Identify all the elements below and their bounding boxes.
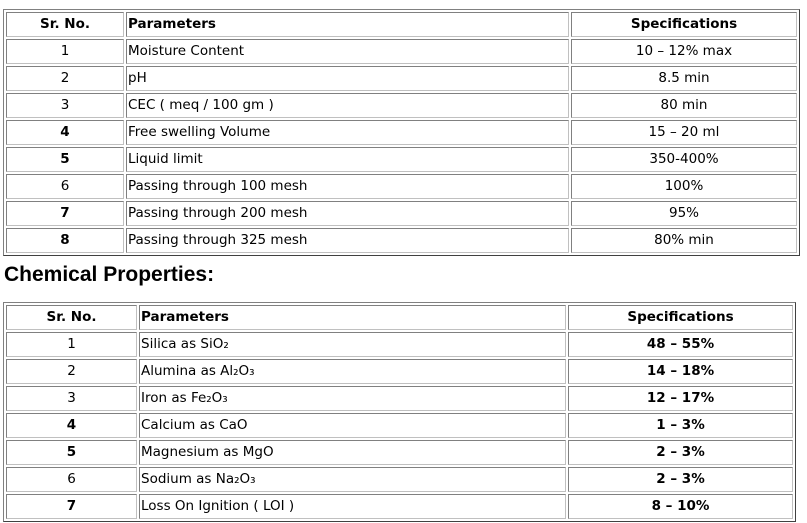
row-specification: 8.5 min: [571, 66, 797, 91]
row-specification: 80% min: [571, 228, 797, 253]
row-number: 1: [6, 332, 137, 357]
row-number: 2: [6, 66, 124, 91]
row-number: 3: [6, 386, 137, 411]
table-row: 3 CEC ( meq / 100 gm ) 80 min: [6, 93, 797, 118]
row-number: 6: [6, 467, 137, 492]
row-parameter: Magnesium as MgO: [139, 440, 566, 465]
row-parameter: Passing through 325 mesh: [126, 228, 569, 253]
table-row: 3 Iron as Fe₂O₃ 12 – 17%: [6, 386, 793, 411]
table-header-row: Sr. No. Parameters Specifications: [6, 305, 793, 330]
header-specifications: Specifications: [571, 12, 797, 37]
row-number: 7: [6, 494, 137, 519]
table-row: 7 Passing through 200 mesh 95%: [6, 201, 797, 226]
table-row: 4 Calcium as CaO 1 – 3%: [6, 413, 793, 438]
row-specification: 14 – 18%: [568, 359, 793, 384]
row-number: 2: [6, 359, 137, 384]
row-parameter: Free swelling Volume: [126, 120, 569, 145]
header-specifications: Specifications: [568, 305, 793, 330]
row-specification: 15 – 20 ml: [571, 120, 797, 145]
row-specification: 2 – 3%: [568, 467, 793, 492]
row-number: 8: [6, 228, 124, 253]
row-specification: 8 – 10%: [568, 494, 793, 519]
row-number: 5: [6, 440, 137, 465]
row-specification: 100%: [571, 174, 797, 199]
row-parameter: Passing through 200 mesh: [126, 201, 569, 226]
table-row: 7 Loss On Ignition ( LOI ) 8 – 10%: [6, 494, 793, 519]
row-number: 5: [6, 147, 124, 172]
row-specification: 2 – 3%: [568, 440, 793, 465]
row-parameter: CEC ( meq / 100 gm ): [126, 93, 569, 118]
header-sr-no: Sr. No.: [6, 12, 124, 37]
row-specification: 95%: [571, 201, 797, 226]
row-number: 7: [6, 201, 124, 226]
row-number: 4: [6, 413, 137, 438]
table-row: 4 Free swelling Volume 15 – 20 ml: [6, 120, 797, 145]
chemical-properties-table: Sr. No. Parameters Specifications 1 Silic…: [3, 302, 796, 522]
row-specification: 1 – 3%: [568, 413, 793, 438]
row-number: 6: [6, 174, 124, 199]
chemical-properties-heading: Chemical Properties:: [4, 263, 215, 286]
row-parameter: Moisture Content: [126, 39, 569, 64]
table-header-row: Sr. No. Parameters Specifications: [6, 12, 797, 37]
row-parameter: Silica as SiO₂: [139, 332, 566, 357]
row-number: 1: [6, 39, 124, 64]
row-parameter: Liquid limit: [126, 147, 569, 172]
row-parameter: Iron as Fe₂O₃: [139, 386, 566, 411]
header-parameters: Parameters: [126, 12, 569, 37]
table-row: 6 Passing through 100 mesh 100%: [6, 174, 797, 199]
table-row: 2 pH 8.5 min: [6, 66, 797, 91]
header-sr-no: Sr. No.: [6, 305, 137, 330]
row-parameter: pH: [126, 66, 569, 91]
row-specification: 350-400%: [571, 147, 797, 172]
row-specification: 12 – 17%: [568, 386, 793, 411]
row-parameter: Alumina as Al₂O₃: [139, 359, 566, 384]
table-row: 6 Sodium as Na₂O₃ 2 – 3%: [6, 467, 793, 492]
table-row: 5 Liquid limit 350-400%: [6, 147, 797, 172]
row-parameter: Calcium as CaO: [139, 413, 566, 438]
header-parameters: Parameters: [139, 305, 566, 330]
table-row: 1 Silica as SiO₂ 48 – 55%: [6, 332, 793, 357]
physical-properties-table: Sr. No. Parameters Specifications 1 Moist…: [3, 9, 800, 256]
row-parameter: Sodium as Na₂O₃: [139, 467, 566, 492]
table-row: 2 Alumina as Al₂O₃ 14 – 18%: [6, 359, 793, 384]
row-specification: 80 min: [571, 93, 797, 118]
row-number: 4: [6, 120, 124, 145]
row-parameter: Loss On Ignition ( LOI ): [139, 494, 566, 519]
row-specification: 10 – 12% max: [571, 39, 797, 64]
table-row: 8 Passing through 325 mesh 80% min: [6, 228, 797, 253]
row-specification: 48 – 55%: [568, 332, 793, 357]
row-parameter: Passing through 100 mesh: [126, 174, 569, 199]
row-number: 3: [6, 93, 124, 118]
table-row: 1 Moisture Content 10 – 12% max: [6, 39, 797, 64]
table-row: 5 Magnesium as MgO 2 – 3%: [6, 440, 793, 465]
